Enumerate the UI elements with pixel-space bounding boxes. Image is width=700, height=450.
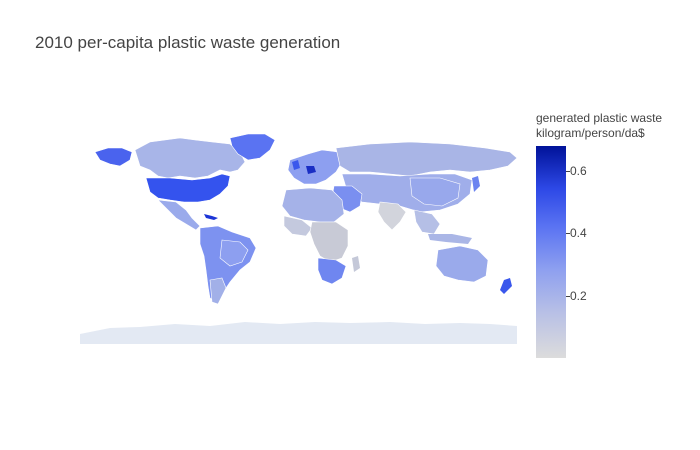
region-australia[interactable] [435,245,489,283]
region-germany[interactable] [306,166,316,174]
region-africa-north[interactable] [281,187,345,223]
colorbar-tick-mark [566,295,570,297]
region-south-asia[interactable] [377,201,407,231]
region-canada[interactable] [134,137,246,179]
region-russia[interactable] [335,141,518,177]
region-brazil-inner[interactable] [219,239,249,267]
world-map[interactable] [80,110,518,350]
world-map-svg [80,133,518,344]
region-uk[interactable] [292,160,300,170]
region-europe[interactable] [287,149,343,185]
colorbar-title: generated plastic waste kilogram/person/… [536,111,662,141]
region-argentina[interactable] [209,277,227,305]
region-alaska[interactable] [94,147,133,167]
region-africa-south[interactable] [317,257,347,285]
region-madagascar[interactable] [352,256,360,272]
region-china[interactable] [409,177,461,207]
region-caribbean[interactable] [204,214,218,220]
region-japan[interactable] [472,176,480,192]
chart-title: 2010 per-capita plastic waste generation [35,33,341,52]
region-africa-west[interactable] [283,215,313,237]
region-usa[interactable] [145,173,231,203]
colorbar-tick-label: 0.2 [570,288,587,303]
region-antarctica[interactable] [80,322,517,344]
region-southeast-asia[interactable] [413,209,441,235]
colorbar-title-line-2: kilogram/person/da$ [536,126,645,140]
colorbar-tick-mark [566,233,570,235]
colorbar-title-line-1: generated plastic waste [536,111,663,125]
colorbar-tick-label: 0.4 [570,226,587,241]
colorbar-tick-mark [566,170,570,172]
region-greenland[interactable] [229,133,276,161]
colorbar-tick-label: 0.6 [570,163,587,178]
region-new-zealand[interactable] [500,278,512,294]
region-mexico[interactable] [157,199,201,231]
colorbar[interactable] [536,146,566,358]
region-africa-central[interactable] [309,221,349,263]
region-indonesia[interactable] [428,234,472,244]
